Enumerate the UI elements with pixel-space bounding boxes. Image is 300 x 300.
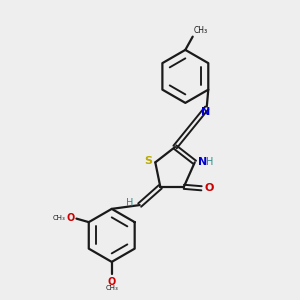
Text: S: S — [144, 157, 152, 166]
Text: H: H — [206, 157, 213, 167]
Text: O: O — [66, 213, 75, 223]
Text: CH₃: CH₃ — [194, 26, 208, 34]
Text: O: O — [205, 183, 214, 193]
Text: H: H — [126, 198, 134, 208]
Text: O: O — [108, 277, 116, 286]
Text: CH₃: CH₃ — [106, 285, 118, 291]
Text: N: N — [201, 107, 210, 117]
Text: N: N — [198, 157, 207, 167]
Text: CH₃: CH₃ — [53, 215, 66, 221]
